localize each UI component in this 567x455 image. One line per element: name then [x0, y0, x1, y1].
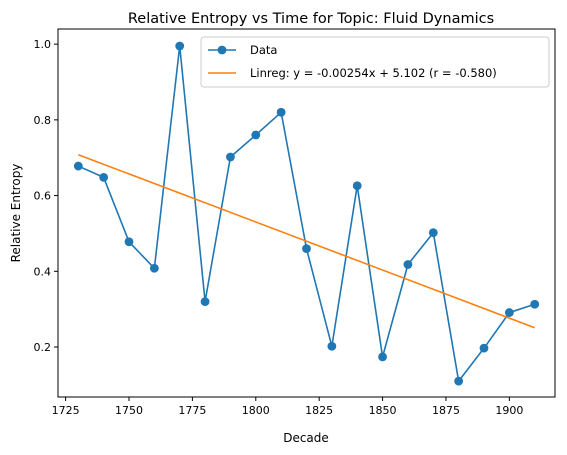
y-tick-label: 0.2	[34, 341, 52, 354]
legend-box	[200, 36, 550, 88]
regression-line	[78, 153, 535, 329]
data-point	[403, 260, 413, 269]
data-point	[124, 237, 134, 247]
data-point	[302, 244, 311, 253]
x-tick-label: 1825	[305, 404, 333, 417]
data-point	[378, 352, 387, 362]
data-point	[530, 299, 540, 309]
x-tick-label: 1725	[52, 404, 80, 417]
data-point	[276, 107, 286, 117]
x-tick-label: 1875	[432, 404, 460, 417]
y-tick-label: 0.8	[34, 114, 52, 127]
y-tick-label: 1.0	[34, 38, 52, 51]
data-point	[226, 152, 235, 162]
chart-title: Relative Entropy vs Time for Topic: Flui…	[128, 11, 494, 27]
y-axis-label: Relative Entropy	[9, 164, 23, 263]
legend-data-label: Data	[250, 43, 277, 57]
legend-linreg-label: Linreg: y = -0.00254x + 5.102 (r = -0.58…	[250, 66, 497, 80]
x-tick-label: 1800	[242, 404, 270, 417]
data-point	[504, 308, 514, 317]
data-point	[352, 181, 362, 191]
data-point	[251, 130, 261, 140]
y-axis: 0.2 0.4 0.6 0.8 1.0	[34, 38, 58, 354]
plot-frame	[57, 28, 556, 398]
x-axis: 1725 1750 1775 1800 1825 1850 1875 1900	[52, 397, 523, 417]
x-axis-label: Decade	[283, 431, 329, 445]
x-tick-label: 1900	[495, 404, 523, 417]
x-tick-label: 1850	[369, 404, 397, 417]
data-point	[479, 343, 489, 353]
legend-data-marker	[217, 45, 227, 55]
data-series-line	[77, 45, 535, 382]
y-tick-label: 0.6	[34, 190, 52, 203]
data-point	[73, 161, 83, 171]
data-point	[327, 341, 337, 351]
data-point	[149, 263, 159, 273]
x-tick-label: 1775	[178, 404, 206, 417]
legend: Data Linreg: y = -0.00254x + 5.102 (r = …	[200, 36, 550, 88]
data-point	[428, 228, 438, 238]
x-tick-label: 1750	[115, 404, 143, 417]
data-point	[99, 173, 109, 182]
plot-area	[73, 41, 540, 386]
y-tick-label: 0.4	[34, 265, 52, 278]
data-point	[454, 376, 464, 386]
data-point	[200, 297, 210, 306]
data-point	[175, 41, 185, 51]
